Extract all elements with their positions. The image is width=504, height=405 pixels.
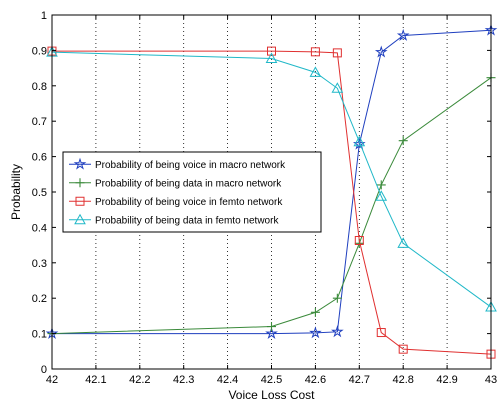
y-tick-label: 0.4 [32,222,47,234]
y-tick-label: 0 [41,364,47,376]
y-axis-title: Probability [9,164,23,220]
data-point [331,82,344,93]
data-point [332,48,342,58]
legend-entry: Probability of being data in macro netwo… [69,178,282,189]
x-tick-label: 42.6 [305,374,326,386]
series-4 [46,46,497,312]
series-3 [47,46,496,359]
legend-entry: Probability of being data in femto netwo… [69,213,279,226]
data-point [397,237,410,248]
data-point [267,46,276,56]
series-line [51,51,492,308]
x-tick-label: 42 [46,374,58,386]
data-point [376,180,386,190]
y-tick-label: 0.3 [32,258,47,270]
data-point [267,322,276,332]
legend-label: Probability of being voice in macro netw… [95,160,286,171]
data-point [376,328,386,338]
series-line [52,29,492,335]
legend-entry: Probability of being voice in femto netw… [69,196,283,208]
series-layer [45,23,498,359]
x-tick-label: 42.3 [173,374,194,386]
data-point [353,135,366,147]
legend-marker [73,157,87,170]
axis-ticks: 42 42.1 42.2 42.3 42.4 42.5 42.6 42.7 42.8 42.9 43… [32,10,497,386]
legend-label: Probability of being data in macro netwo… [95,178,282,189]
legend-box [62,151,322,233]
data-point [309,66,322,77]
data-point [354,235,364,245]
x-tick-label: 43 [485,374,497,386]
x-tick-label: 42.1 [85,374,106,386]
x-tick-label: 42.9 [436,374,457,386]
data-point [398,136,408,146]
x-tick-label: 42.7 [349,374,370,386]
y-tick-label: 0.5 [32,187,47,199]
y-tick-label: 0.2 [32,293,47,305]
x-tick-label: 42.8 [392,374,413,386]
y-tick-label: 0.6 [32,152,47,164]
data-point [265,52,278,64]
series-line [51,77,492,335]
legend: Probability of being voice in macro netw… [62,151,322,233]
legend-marker [74,213,86,225]
data-point [331,325,344,338]
x-axis-title: Voice Loss Cost [228,388,315,402]
x-tick-label: 42.4 [217,374,238,386]
legend-entry: Probability of being voice in macro netw… [69,157,286,171]
y-tick-label: 1 [41,10,47,22]
data-point [398,344,408,354]
legend-label: Probability of being voice in femto netw… [95,197,283,208]
data-point [310,307,320,317]
x-tick-label: 42.5 [261,374,282,386]
y-tick-label: 0.1 [32,329,47,341]
y-tick-label: 0.9 [32,45,47,57]
legend-marker [75,178,85,188]
data-point [396,28,410,41]
data-point [310,47,320,57]
y-tick-label: 0.7 [32,116,47,128]
x-tick-label: 42.2 [129,374,150,386]
data-point [309,326,322,339]
legend-label: Probability of being data in femto netwo… [95,215,279,226]
data-point [374,45,388,58]
data-point [375,190,388,201]
data-point [332,293,342,303]
legend-marker [75,196,85,206]
y-tick-label: 0.8 [32,81,47,93]
data-point [265,326,278,339]
